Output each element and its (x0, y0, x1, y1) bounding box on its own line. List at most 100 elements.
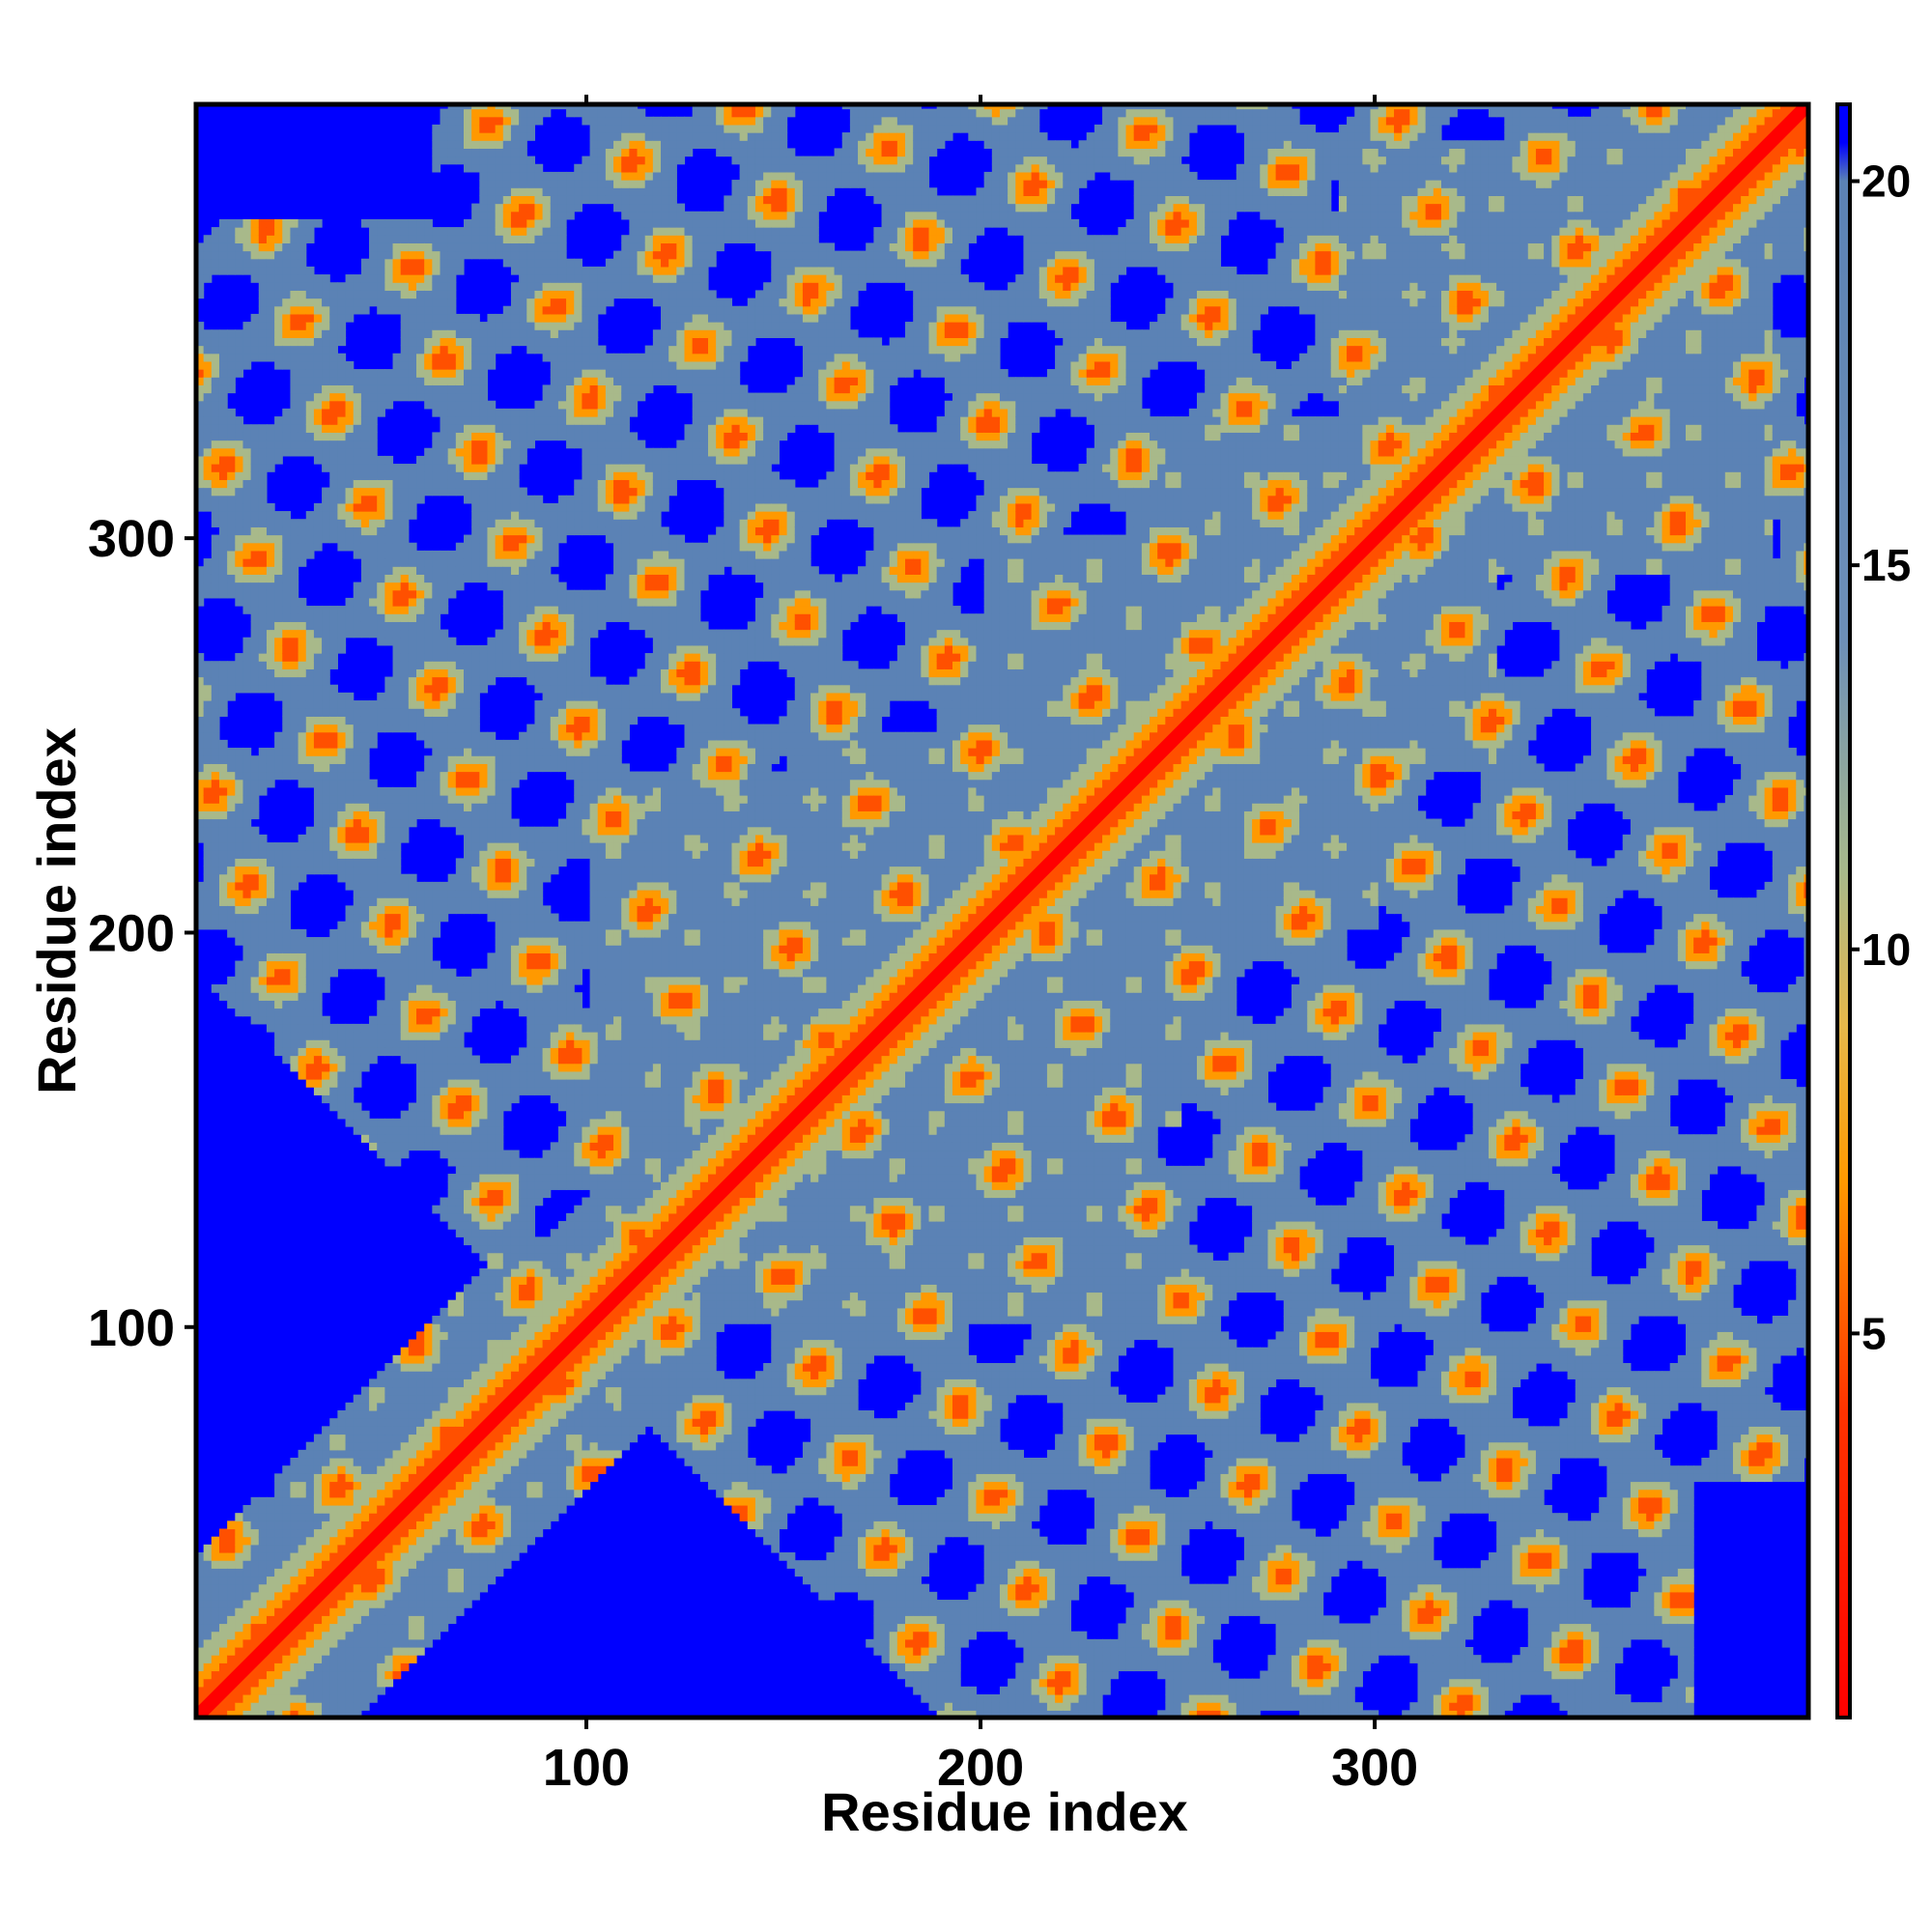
heatmap-cell (274, 984, 283, 993)
heatmap-cell (409, 882, 417, 891)
heatmap-cell (440, 267, 449, 275)
heatmap-cell (212, 1568, 220, 1577)
heatmap-cell (369, 1142, 378, 1151)
heatmap-cell (464, 1482, 472, 1491)
heatmap-cell (259, 850, 268, 859)
heatmap-cell (369, 1577, 378, 1585)
heatmap-cell (329, 1056, 338, 1065)
heatmap-cell (393, 574, 402, 582)
heatmap-cell (409, 984, 417, 993)
heatmap-cell (432, 432, 440, 440)
heatmap-cell (259, 322, 268, 330)
heatmap-cell (401, 1442, 410, 1451)
heatmap-cell (401, 1662, 410, 1671)
heatmap-cell (204, 661, 213, 669)
heatmap-cell (227, 763, 236, 772)
heatmap-cell (227, 819, 236, 828)
heatmap-cell (496, 566, 504, 575)
heatmap-cell (212, 479, 220, 488)
heatmap-cell (267, 1671, 275, 1680)
heatmap-cell (306, 740, 315, 749)
heatmap-cell (235, 984, 243, 993)
heatmap-cell (259, 763, 268, 772)
heatmap-cell (298, 1529, 307, 1538)
heatmap-cell (448, 1056, 457, 1065)
heatmap-cell (456, 905, 465, 914)
heatmap-cell (274, 668, 283, 677)
heatmap-cell (416, 1632, 425, 1640)
heatmap-cell (471, 148, 480, 156)
heatmap-cell (354, 937, 362, 946)
heatmap-cell (290, 882, 298, 891)
heatmap-cell (227, 835, 236, 843)
heatmap-cell (479, 1174, 488, 1182)
heatmap-cell (298, 1662, 307, 1671)
heatmap-cell (393, 606, 402, 614)
heatmap-cell (329, 653, 338, 662)
heatmap-cell (464, 693, 472, 701)
heatmap-cell (464, 835, 472, 843)
heatmap-cell (416, 1032, 425, 1040)
heatmap-cell (464, 1378, 472, 1387)
heatmap-cell (487, 1111, 496, 1120)
heatmap-cell (496, 1520, 504, 1529)
heatmap-cell (251, 354, 260, 362)
heatmap-cell (448, 384, 457, 393)
heatmap-cell (235, 835, 243, 843)
heatmap-cell (369, 1458, 378, 1466)
heatmap-cell (361, 1505, 370, 1514)
heatmap-cell (346, 1671, 355, 1680)
heatmap-cell (361, 479, 370, 488)
heatmap-cell (204, 235, 213, 243)
heatmap-cell (416, 1395, 425, 1404)
heatmap-cell (487, 535, 496, 544)
heatmap-cell (219, 740, 228, 749)
heatmap-cell (464, 810, 472, 819)
heatmap-cell (496, 755, 504, 764)
heatmap-cell (456, 448, 465, 457)
heatmap-cell (440, 1308, 449, 1317)
heatmap-cell (456, 1032, 465, 1040)
heatmap-cell (259, 1552, 268, 1561)
heatmap-cell (384, 590, 393, 599)
heatmap-cell (503, 1418, 512, 1427)
heatmap-cell (212, 242, 220, 251)
heatmap-cell (329, 961, 338, 970)
heatmap-cell (416, 1403, 425, 1411)
heatmap-cell (432, 306, 440, 315)
heatmap-cell (361, 748, 370, 756)
heatmap-cell (471, 1206, 480, 1214)
heatmap-cell (346, 1064, 355, 1072)
heatmap-cell (393, 630, 402, 639)
heatmap-cell (227, 874, 236, 883)
heatmap-cell (227, 1529, 236, 1538)
heatmap-cell (487, 1537, 496, 1546)
heatmap-cell (440, 787, 449, 796)
heatmap-cell (290, 621, 298, 630)
heatmap-cell (329, 448, 338, 457)
heatmap-cell (369, 1584, 378, 1593)
heatmap-cell (346, 306, 355, 315)
heatmap-cell (487, 156, 496, 165)
heatmap-cell (448, 1560, 457, 1569)
heatmap-cell (290, 416, 298, 425)
heatmap-cell (503, 488, 512, 497)
heatmap-cell (361, 393, 370, 402)
heatmap-cell (424, 369, 433, 378)
heatmap-cell (290, 566, 298, 575)
heatmap-cell (496, 842, 504, 851)
heatmap-cell (227, 456, 236, 465)
heatmap-cell (503, 827, 512, 836)
heatmap-cell (471, 755, 480, 764)
heatmap-cell (274, 638, 283, 646)
heatmap-cell (361, 1047, 370, 1056)
heatmap-cell (298, 314, 307, 323)
heatmap-cell (346, 1624, 355, 1633)
heatmap-cell (440, 598, 449, 607)
heatmap-cell (456, 1047, 465, 1056)
heatmap-cell (487, 1450, 496, 1459)
heatmap-cell (464, 755, 472, 764)
heatmap-cell (346, 535, 355, 544)
heatmap-cell (503, 235, 512, 243)
heatmap-cell (354, 598, 362, 607)
